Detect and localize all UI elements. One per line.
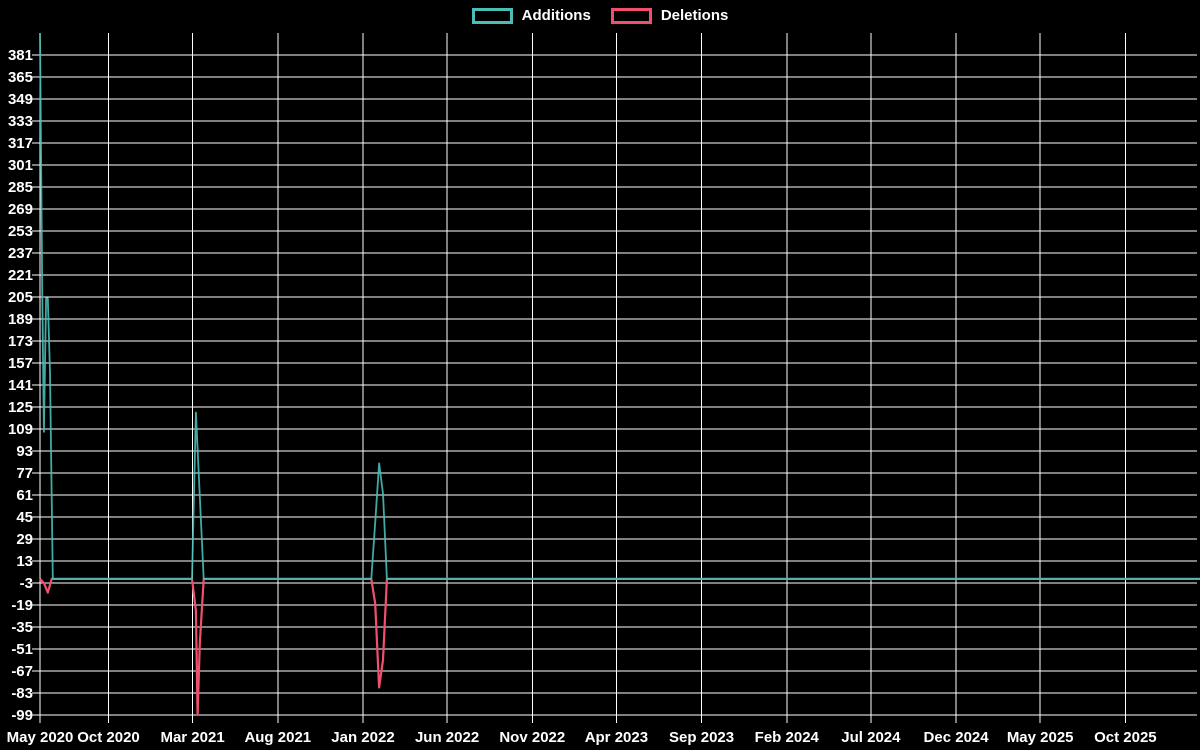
deletions-swatch-icon xyxy=(610,7,652,24)
y-tick-label: 221 xyxy=(8,267,33,284)
y-tick-label: 77 xyxy=(16,465,33,482)
y-tick-label: 381 xyxy=(8,47,33,64)
y-tick-label: 157 xyxy=(8,355,33,372)
legend-item-additions[interactable]: Additions xyxy=(471,7,591,24)
y-tick-label: 253 xyxy=(8,223,33,240)
x-tick-label: Oct 2025 xyxy=(1094,729,1157,746)
y-tick-label: 125 xyxy=(8,399,33,416)
y-tick-label: 93 xyxy=(16,443,33,460)
y-tick-label: 349 xyxy=(8,91,33,108)
y-tick-label: -3 xyxy=(20,575,33,592)
x-tick-label: May 2020 xyxy=(7,729,74,746)
y-tick-label: 189 xyxy=(8,311,33,328)
legend-label-additions: Additions xyxy=(521,7,591,24)
y-tick-label: 333 xyxy=(8,113,33,130)
y-tick-label: -83 xyxy=(11,685,33,702)
axis-labels: -99 -83 -67 -51 -35 -19 -3 13 29 45 61 77 93 109 125 14… xyxy=(7,47,1157,746)
y-tick-label: -67 xyxy=(11,663,33,680)
x-tick-label: Mar 2021 xyxy=(160,729,224,746)
x-tick-label: Nov 2022 xyxy=(499,729,565,746)
x-tick-label: Feb 2024 xyxy=(755,729,820,746)
x-tick-label: Apr 2023 xyxy=(585,729,648,746)
y-tick-label: -99 xyxy=(11,707,33,724)
legend-label-deletions: Deletions xyxy=(660,7,729,24)
x-tick-label: Sep 2023 xyxy=(669,729,734,746)
y-tick-label: 237 xyxy=(8,245,33,262)
y-tick-label: 301 xyxy=(8,157,33,174)
x-tick-label: Jun 2022 xyxy=(415,729,479,746)
y-tick-label: 205 xyxy=(8,289,33,306)
y-tick-label: 173 xyxy=(8,333,33,350)
x-tick-label: Jul 2024 xyxy=(841,729,901,746)
deletions-line xyxy=(39,577,1200,717)
additions-swatch-icon xyxy=(471,7,513,24)
y-tick-label: -19 xyxy=(11,597,33,614)
x-tick-label: Oct 2020 xyxy=(77,729,140,746)
legend-item-deletions[interactable]: Deletions xyxy=(610,7,729,24)
y-tick-label: 269 xyxy=(8,201,33,218)
x-tick-label: Jan 2022 xyxy=(331,729,394,746)
y-tick-label: 285 xyxy=(8,179,33,196)
additions-line xyxy=(39,32,1200,580)
y-tick-label: 141 xyxy=(8,377,33,394)
x-tick-label: Aug 2021 xyxy=(244,729,311,746)
y-tick-label: 61 xyxy=(16,487,33,504)
y-tick-label: -51 xyxy=(11,641,33,658)
y-tick-label: 317 xyxy=(8,135,33,152)
y-tick-label: -35 xyxy=(11,619,33,636)
x-tick-label: May 2025 xyxy=(1007,729,1074,746)
gridlines xyxy=(32,33,1197,723)
y-tick-label: 29 xyxy=(16,531,33,548)
x-tick-label: Dec 2024 xyxy=(924,729,990,746)
y-tick-label: 45 xyxy=(16,509,33,526)
y-tick-label: 109 xyxy=(8,421,33,438)
y-tick-label: 365 xyxy=(8,69,33,86)
y-tick-label: 13 xyxy=(16,553,33,570)
legend: Additions Deletions xyxy=(0,7,1200,24)
